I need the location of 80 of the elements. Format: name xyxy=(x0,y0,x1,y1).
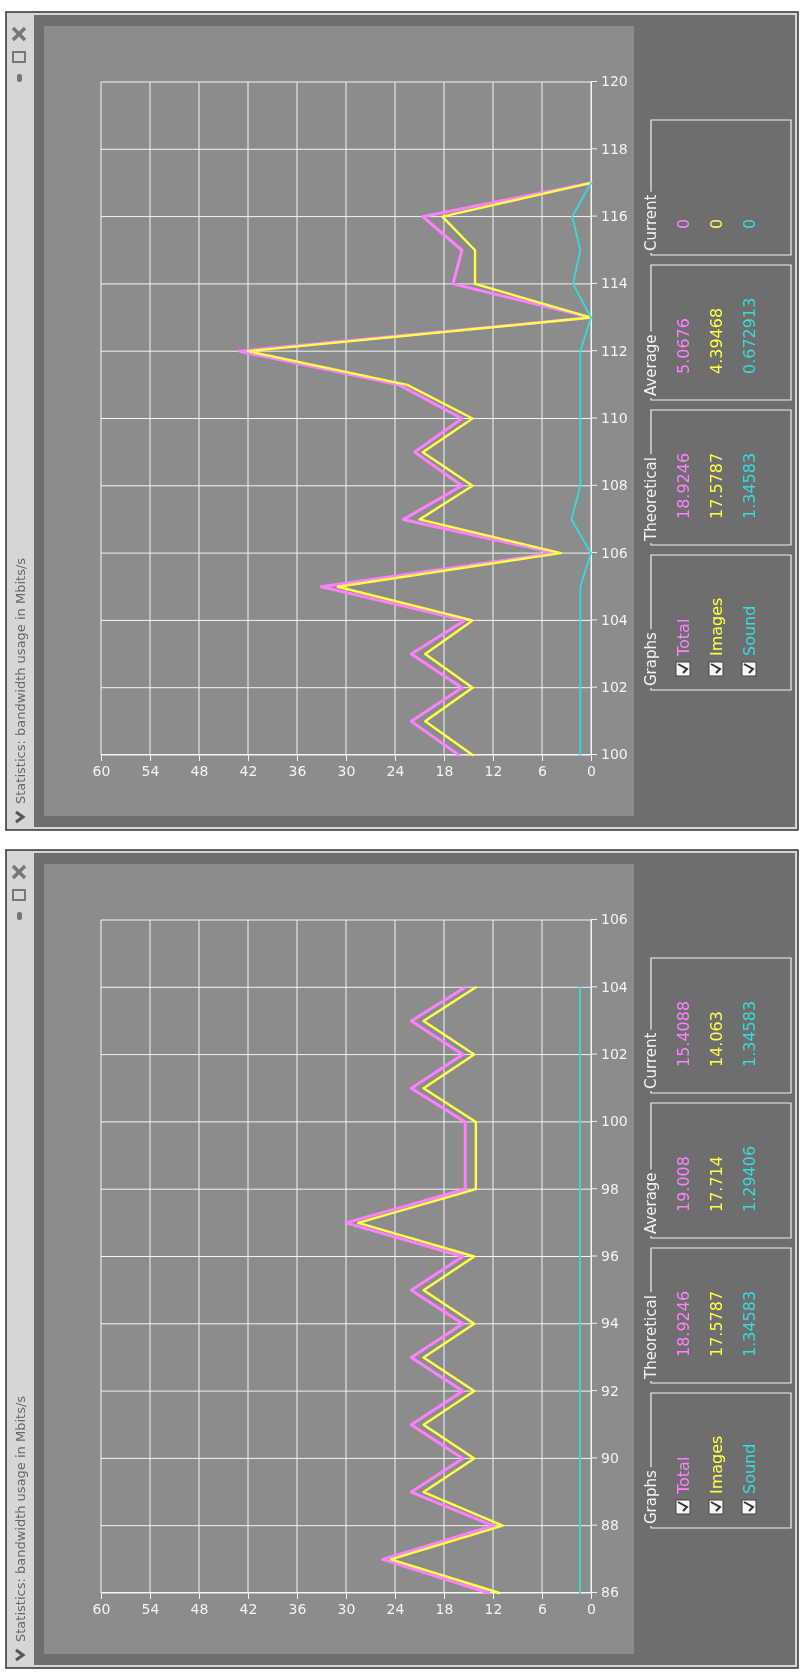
text: Current xyxy=(642,194,660,251)
y-tick-label: 88 xyxy=(601,1517,619,1534)
text: Images xyxy=(707,597,726,656)
x-tick-label: 18 xyxy=(435,762,454,779)
y-tick-label: 104 xyxy=(601,978,628,995)
y-tick-label: 102 xyxy=(601,1046,628,1062)
text: 18.9246 xyxy=(674,1290,693,1357)
y-tick-label: 86 xyxy=(601,1584,619,1601)
text: Statistics: bandwidth usage in Mbits/s xyxy=(13,1395,28,1642)
x-tick-label: 48 xyxy=(190,1600,209,1617)
text: 1.34583 xyxy=(740,452,759,519)
x-tick-label: 60 xyxy=(92,1600,111,1617)
x-tick-label: 30 xyxy=(337,1600,356,1617)
x-tick-label: 24 xyxy=(386,1600,405,1617)
y-tick-label: 96 xyxy=(601,1247,619,1264)
text: Images xyxy=(707,1435,726,1494)
y-tick-label: 110 xyxy=(601,409,628,426)
x-tick-label: 6 xyxy=(538,1600,548,1617)
x-tick-label: 48 xyxy=(190,762,209,779)
text: 17.714 xyxy=(707,1156,726,1212)
x-tick-label: 12 xyxy=(484,762,503,779)
text: 19.008 xyxy=(674,1156,693,1212)
x-tick-label: 18 xyxy=(435,1600,454,1617)
y-tick-label: 106 xyxy=(601,911,628,928)
y-tick-label: 104 xyxy=(601,611,628,628)
y-tick-label: 106 xyxy=(601,544,628,561)
text: 0 xyxy=(740,218,759,229)
line-series xyxy=(579,986,581,1594)
y-tick-label: 90 xyxy=(601,1449,619,1466)
text: 1.34583 xyxy=(740,1290,759,1357)
y-tick-label: 118 xyxy=(601,140,628,157)
legend-title: Graphs xyxy=(642,631,660,686)
text: Theoretical xyxy=(642,457,660,542)
x-tick-label: 12 xyxy=(484,1600,503,1617)
y-tick-label: 92 xyxy=(601,1382,619,1399)
y-tick-label: 98 xyxy=(601,1180,619,1197)
text: 1.29406 xyxy=(740,1145,759,1212)
text: Average xyxy=(642,1172,660,1234)
x-tick-label: 24 xyxy=(386,762,405,779)
x-tick-label: 36 xyxy=(288,762,307,779)
text: Average xyxy=(642,334,660,396)
text: Sound xyxy=(740,605,759,656)
y-tick-label: 112 xyxy=(601,342,628,359)
x-tick-label: 54 xyxy=(141,1600,160,1617)
text: 18.9246 xyxy=(674,452,693,519)
text: Statistics: bandwidth usage in Mbits/s xyxy=(13,557,28,804)
text: Total xyxy=(674,618,693,657)
x-tick-label: 42 xyxy=(239,1600,258,1617)
text: 17.5787 xyxy=(707,452,726,519)
text: 5.0676 xyxy=(674,318,693,374)
text: 0 xyxy=(674,218,693,229)
legend-title: Graphs xyxy=(642,1469,660,1524)
y-tick-label: 114 xyxy=(601,275,628,292)
line-series xyxy=(570,182,592,756)
y-tick-label: 94 xyxy=(601,1315,619,1332)
y-tick-label: 100 xyxy=(601,746,628,763)
x-tick-label: 36 xyxy=(288,1600,307,1617)
text: Current xyxy=(642,1032,660,1089)
text: 1.34583 xyxy=(740,1000,759,1067)
text: 4.39468 xyxy=(707,307,726,374)
y-tick-label: 102 xyxy=(601,679,628,696)
text: Sound xyxy=(740,1443,759,1494)
y-tick-label: 116 xyxy=(601,208,628,224)
x-tick-label: 6 xyxy=(538,762,548,779)
x-tick-label: 42 xyxy=(239,762,258,779)
x-tick-label: 54 xyxy=(141,762,160,779)
text: 14.063 xyxy=(707,1011,726,1067)
text: Total xyxy=(674,1456,693,1495)
y-tick-label: 120 xyxy=(601,73,628,90)
text: 15.4088 xyxy=(674,1000,693,1067)
text: Theoretical xyxy=(642,1295,660,1380)
x-tick-label: 0 xyxy=(587,1600,596,1617)
text: 17.5787 xyxy=(707,1290,726,1357)
text: 0.672913 xyxy=(740,297,759,374)
x-tick-label: 0 xyxy=(587,762,596,779)
x-tick-label: 30 xyxy=(337,762,356,779)
text: 0 xyxy=(707,218,726,229)
y-tick-label: 108 xyxy=(601,477,628,494)
y-tick-label: 100 xyxy=(601,1113,628,1130)
x-tick-label: 60 xyxy=(92,762,111,779)
